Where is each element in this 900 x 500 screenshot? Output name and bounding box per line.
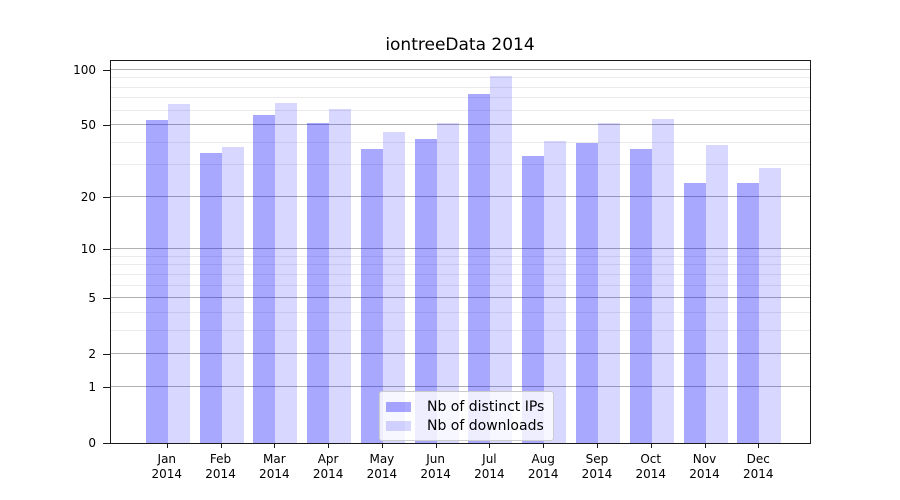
- major-gridline: [111, 195, 810, 197]
- x-tick-mark: [166, 443, 168, 448]
- x-tick-label-mar: Mar 2014: [259, 452, 290, 481]
- bar-dec-downloads: [759, 167, 782, 443]
- minor-gridline: [111, 141, 810, 143]
- bar-oct-distinct-ips: [629, 148, 652, 443]
- bar-feb-distinct-ips: [199, 153, 222, 443]
- y-tick-mark: [103, 249, 110, 251]
- minor-gridline: [111, 284, 810, 286]
- bars-layer: [111, 61, 810, 443]
- x-tick-mark: [704, 443, 706, 448]
- bar-apr-distinct-ips: [307, 123, 330, 443]
- minor-gridline: [111, 77, 810, 79]
- bar-nov-downloads: [705, 144, 728, 443]
- bar-jan-downloads: [167, 104, 190, 443]
- legend-item-downloads: Nb of downloads: [386, 416, 544, 435]
- y-tick-label: 0: [88, 436, 96, 450]
- x-tick-label-jul: Jul 2014: [474, 452, 505, 481]
- bar-dec-distinct-ips: [737, 182, 760, 443]
- x-tick-label-jun: Jun 2014: [420, 452, 451, 481]
- legend-label-distinct-ips: Nb of distinct IPs: [427, 398, 545, 415]
- x-tick-mark: [543, 443, 545, 448]
- y-tick-mark: [103, 69, 110, 71]
- x-tick-label-oct: Oct 2014: [635, 452, 666, 481]
- bar-mar-downloads: [275, 102, 298, 443]
- x-tick-label-may: May 2014: [366, 452, 398, 481]
- plot-area: Nb of distinct IPs Nb of downloads: [110, 60, 811, 444]
- x-tick-label-nov: Nov 2014: [689, 452, 720, 481]
- x-axis: Jan 2014 Feb 2014 Mar 2014 Apr 2014 May 2014 Jun 20…: [110, 443, 810, 495]
- major-gridline: [111, 124, 810, 126]
- x-tick-label-apr: Apr 2014: [312, 452, 344, 481]
- y-tick-label: 10: [80, 242, 96, 257]
- major-gridline: [111, 353, 810, 355]
- bar-mar-distinct-ips: [253, 114, 276, 443]
- y-tick-mark: [103, 196, 110, 198]
- y-tick-mark: [103, 298, 110, 300]
- bar-jul-downloads: [490, 76, 513, 443]
- legend-label-downloads: Nb of downloads: [427, 417, 544, 434]
- y-tick-label: 5: [88, 291, 96, 306]
- minor-gridline: [111, 329, 810, 331]
- bar-aug-downloads: [544, 140, 567, 443]
- y-tick-mark: [103, 354, 110, 356]
- x-tick-mark: [758, 443, 760, 448]
- bar-sep-distinct-ips: [575, 142, 598, 443]
- x-tick-label-jan: Jan 2014: [151, 452, 183, 481]
- minor-gridline: [111, 264, 810, 266]
- minor-gridline: [111, 97, 810, 99]
- minor-gridline: [111, 311, 810, 313]
- major-gridline: [111, 385, 810, 387]
- minor-gridline: [111, 86, 810, 88]
- x-tick-mark: [489, 443, 491, 448]
- x-tick-mark: [274, 443, 276, 448]
- bar-apr-downloads: [329, 109, 352, 443]
- minor-gridline: [111, 164, 810, 166]
- chart-title: iontreeData 2014: [385, 35, 535, 55]
- y-tick-label: 50: [80, 118, 96, 133]
- y-tick-mark: [103, 443, 110, 444]
- minor-gridline: [111, 255, 810, 257]
- bar-nov-distinct-ips: [683, 182, 706, 443]
- legend-swatch-downloads-icon: [386, 420, 411, 431]
- legend-swatch-distinct-ips-icon: [386, 401, 411, 412]
- legend-item-distinct-ips: Nb of distinct IPs: [386, 397, 544, 416]
- bar-feb-downloads: [221, 146, 244, 443]
- y-tick-label: 2: [88, 347, 96, 362]
- minor-gridline: [111, 273, 810, 275]
- bar-jun-downloads: [436, 123, 459, 443]
- y-tick-label: 1: [88, 379, 96, 394]
- x-tick-label-feb: Feb 2014: [205, 452, 236, 481]
- bar-jan-distinct-ips: [145, 120, 168, 443]
- x-tick-label-dec: Dec 2014: [742, 452, 774, 481]
- major-gridline: [111, 248, 810, 250]
- grid-layer: [111, 61, 810, 443]
- x-tick-mark: [220, 443, 222, 448]
- bar-jun-distinct-ips: [414, 138, 437, 443]
- bar-aug-distinct-ips: [522, 155, 545, 443]
- x-tick-mark: [435, 443, 437, 448]
- bar-may-distinct-ips: [360, 148, 383, 443]
- bar-sep-downloads: [597, 123, 620, 443]
- legend: Nb of distinct IPs Nb of downloads: [379, 391, 555, 441]
- x-tick-mark: [381, 443, 383, 448]
- x-tick-mark: [596, 443, 598, 448]
- bar-oct-downloads: [651, 118, 674, 443]
- major-gridline: [111, 68, 810, 70]
- bar-may-downloads: [382, 131, 405, 443]
- x-tick-mark: [650, 443, 652, 448]
- y-tick-label: 20: [80, 189, 96, 204]
- major-gridline: [111, 297, 810, 299]
- x-tick-label-aug: Aug 2014: [527, 452, 559, 481]
- y-axis: 0 1 2 5 10 20 50 100: [0, 60, 110, 450]
- y-tick-mark: [103, 386, 110, 388]
- minor-gridline: [111, 109, 810, 111]
- x-tick-label-sep: Sep 2014: [581, 452, 613, 481]
- bar-jul-distinct-ips: [468, 93, 491, 443]
- y-tick-mark: [103, 125, 110, 127]
- x-tick-mark: [328, 443, 330, 448]
- y-tick-label: 100: [73, 62, 96, 77]
